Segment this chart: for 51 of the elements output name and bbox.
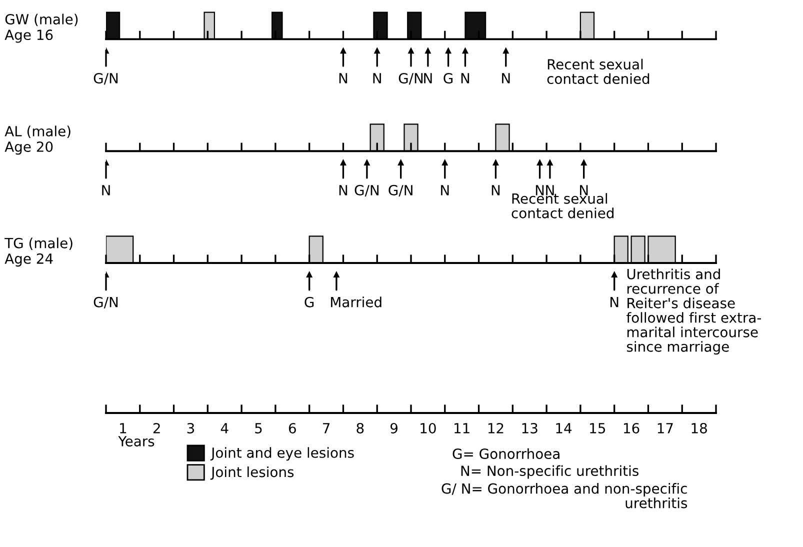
data-label: N <box>339 185 348 196</box>
x-tick-label: 4 <box>220 423 228 434</box>
data-label: N <box>339 73 348 84</box>
data-label: G <box>304 296 314 308</box>
x-tick-label: 13 <box>522 422 538 434</box>
data-label: N <box>373 73 381 84</box>
x-tick-label: 18 <box>692 422 707 434</box>
data-label: Married <box>331 296 382 308</box>
data-label: N <box>441 185 449 196</box>
x-tick-label: 3 <box>187 422 194 434</box>
annotation: Recent sexual contact denied <box>547 58 650 84</box>
x-tick-label: 8 <box>356 422 364 434</box>
legend-label: Joint lesions <box>210 466 294 480</box>
x-tick-label: 1 <box>120 423 126 434</box>
data-label: N <box>102 185 110 196</box>
x-tick-label: 9 <box>390 422 398 434</box>
data-label: G/N <box>354 184 378 197</box>
y-tick-label: TG (male) Age 24 <box>4 238 72 267</box>
x-tick-label: 15 <box>590 423 606 434</box>
data-label: G <box>444 72 453 84</box>
annotation: Urethritis and recurrence of Reiter's disease followed first extra- marital intercourse since marriage <box>626 268 762 355</box>
x-tick-label: 14 <box>556 423 572 434</box>
data-label: N <box>536 185 544 196</box>
data-label: N <box>461 73 470 84</box>
x-tick-label: 12 <box>488 422 504 434</box>
x-tick-label: 16 <box>624 422 640 434</box>
data-label: N <box>580 185 588 196</box>
x-tick-label: 2 <box>153 422 160 434</box>
data-label: G/N <box>388 184 412 197</box>
text: G= Gonorrhoea <box>452 448 560 460</box>
data-label: N <box>492 185 500 196</box>
y-tick-label: GW (male) Age 16 <box>4 14 78 43</box>
text: N= Non-specific urethritis <box>461 465 638 479</box>
data-label: N <box>502 73 510 84</box>
x-axis-title: Years <box>118 436 154 446</box>
data-label: N <box>546 185 554 196</box>
data-label: G/N <box>94 72 118 85</box>
data-label: G/N <box>94 296 118 308</box>
x-tick-label: 5 <box>255 423 262 434</box>
x-tick-label: 6 <box>288 422 296 434</box>
text: G/ N= Gonorrhoea and non-specific urethritis <box>442 483 688 508</box>
data-label: G/N <box>398 72 423 85</box>
x-tick-label: 17 <box>658 423 673 434</box>
x-tick-label: 7 <box>323 423 330 434</box>
annotation: Recent sexual contact denied <box>512 193 614 218</box>
x-tick-label: 10 <box>420 422 436 434</box>
legend-label: Joint and eye lesions <box>210 447 354 461</box>
data-label: N <box>424 73 432 84</box>
data-label: N <box>610 297 618 308</box>
y-tick-label: AL (male) Age 20 <box>4 126 70 155</box>
x-tick-label: 11 <box>454 423 470 434</box>
